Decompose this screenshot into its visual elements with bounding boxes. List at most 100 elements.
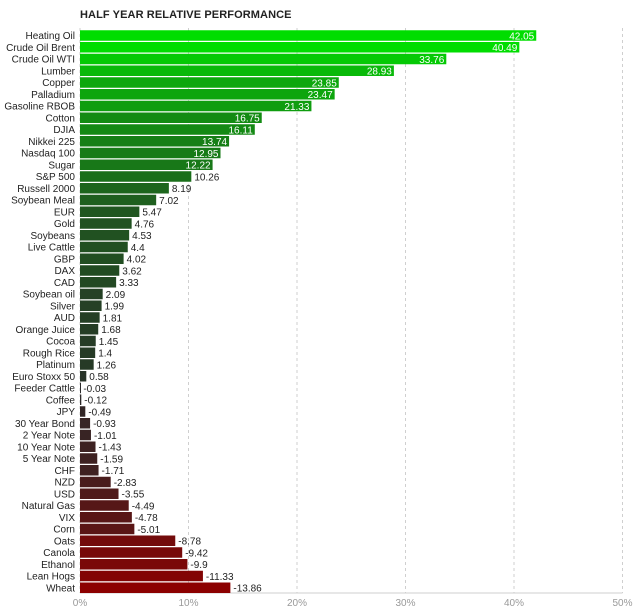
value-label: -9.9	[190, 560, 208, 571]
bar	[80, 335, 96, 347]
value-label: 1.26	[97, 360, 117, 371]
bar	[80, 535, 176, 546]
category-label: Soybean Meal	[11, 196, 75, 207]
bar	[80, 253, 124, 264]
value-label: 23.47	[308, 90, 333, 101]
value-label: -13.86	[233, 584, 262, 595]
category-label: Oats	[54, 536, 75, 547]
value-label: 4.4	[131, 243, 145, 254]
value-label: -8.78	[178, 537, 201, 548]
category-label: Crude Oil WTI	[12, 55, 75, 66]
value-label: -4.78	[135, 513, 158, 524]
value-label: -9.42	[185, 548, 208, 559]
category-label: Coffee	[46, 395, 76, 406]
bar	[80, 206, 140, 217]
value-label: -0.03	[83, 384, 106, 395]
value-label: 12.22	[186, 161, 211, 172]
bar	[80, 136, 230, 147]
value-label: 1.68	[101, 325, 121, 336]
bar	[80, 241, 128, 253]
category-label: Copper	[42, 78, 75, 89]
value-label: -1.01	[94, 431, 117, 442]
category-label: Corn	[53, 525, 75, 536]
category-label: Cocoa	[46, 337, 75, 348]
bar	[80, 441, 96, 452]
bar	[80, 582, 231, 593]
x-tick-label: 50%	[612, 598, 632, 609]
category-label: 2 Year Note	[23, 431, 76, 442]
category-label: Gasoline RBOB	[4, 102, 75, 113]
bar	[80, 570, 203, 582]
value-label: 28.93	[367, 67, 392, 78]
bar	[80, 194, 157, 206]
category-label: NZD	[54, 478, 75, 489]
value-label: 13.74	[202, 137, 227, 148]
category-label: Palladium	[31, 90, 75, 101]
bar	[80, 230, 130, 241]
category-label: AUD	[54, 313, 75, 324]
value-label: -1.43	[99, 443, 122, 454]
category-label: 5 Year Note	[23, 454, 76, 465]
category-label: Orange Juice	[16, 325, 76, 336]
bar	[80, 312, 100, 323]
value-label: 1.4	[98, 349, 112, 360]
category-label: EUR	[54, 207, 75, 218]
category-label: DJIA	[53, 125, 75, 136]
value-label: -11.33	[206, 572, 234, 583]
category-label: VIX	[59, 513, 75, 524]
category-label: Gold	[54, 219, 75, 230]
value-label: 3.62	[122, 266, 142, 277]
bar	[80, 171, 192, 182]
category-label: JPY	[57, 407, 76, 418]
bar	[80, 65, 394, 76]
bar	[80, 89, 335, 100]
value-label: 16.75	[235, 114, 260, 125]
category-label: DAX	[54, 266, 75, 277]
value-label: 5.47	[142, 208, 162, 219]
bar	[80, 394, 82, 405]
bar	[80, 559, 188, 570]
value-label: 1.99	[105, 302, 125, 313]
bar	[80, 30, 537, 41]
value-label: -0.49	[88, 407, 111, 418]
value-label: -0.12	[84, 396, 107, 407]
value-label: 23.85	[312, 78, 337, 89]
value-label: -1.71	[102, 466, 125, 477]
value-label: 16.11	[228, 125, 253, 136]
category-label: Lumber	[41, 66, 76, 77]
value-label: 12.95	[193, 149, 218, 160]
value-label: 2.09	[106, 290, 126, 301]
x-tick-label: 0%	[73, 598, 88, 609]
category-label: 30 Year Bond	[15, 419, 75, 430]
bar	[80, 324, 99, 335]
bar	[80, 382, 81, 394]
x-tick-label: 40%	[504, 598, 524, 609]
bars: Heating Oil 42.05 Crude Oil Brent 40.49 Crud…	[4, 30, 537, 595]
category-label: CHF	[54, 466, 75, 477]
category-label: Rough Rice	[23, 348, 76, 359]
bar	[80, 359, 94, 370]
value-label: -5.01	[137, 525, 160, 536]
x-tick-label: 10%	[178, 598, 198, 609]
category-label: Canola	[43, 548, 75, 559]
bar	[80, 288, 103, 300]
category-label: Cotton	[46, 113, 75, 124]
bar	[80, 147, 221, 159]
bar	[80, 523, 135, 535]
category-label: S&P 500	[36, 172, 76, 183]
bar	[80, 265, 120, 276]
bar	[80, 159, 213, 170]
category-label: Soybean oil	[23, 290, 75, 301]
category-label: Heating Oil	[26, 31, 75, 42]
bar	[80, 406, 86, 417]
value-label: 10.26	[194, 172, 219, 183]
category-label: Crude Oil Brent	[6, 43, 75, 54]
value-label: 40.49	[492, 43, 517, 54]
bar	[80, 453, 98, 464]
bar	[80, 42, 520, 53]
category-label: Euro Stoxx 50	[12, 372, 75, 383]
bar	[80, 347, 96, 358]
bar	[80, 218, 132, 229]
value-label: 7.02	[159, 196, 179, 207]
category-label: GBP	[54, 254, 75, 265]
